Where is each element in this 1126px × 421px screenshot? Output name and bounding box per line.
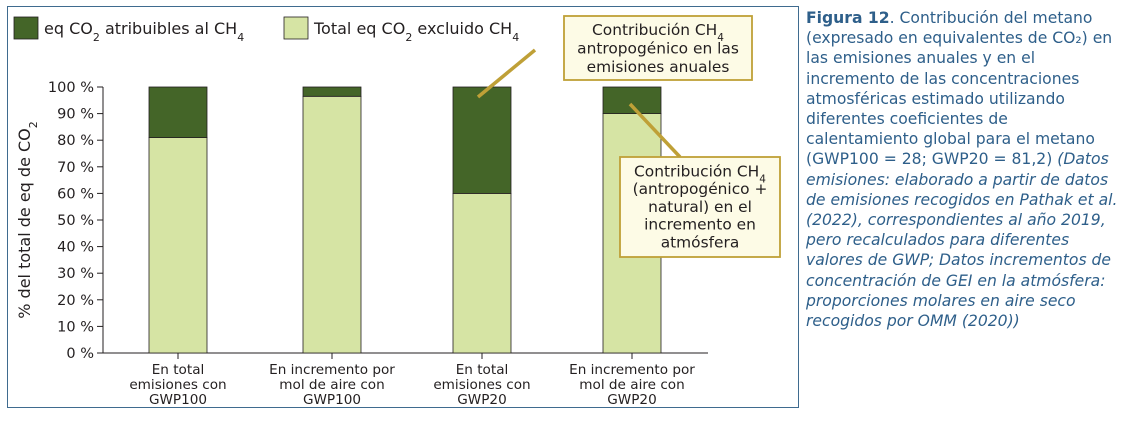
caption-label: Figura 12 — [806, 9, 890, 27]
legend-entry: Total eq CO2 excluido CH4 — [313, 19, 519, 44]
bar-segment-ch4 — [148, 86, 208, 138]
bar-segment-ch4 — [452, 86, 512, 194]
bar-segment-excluido — [452, 192, 512, 354]
x-category-label: En incremento por — [269, 362, 395, 378]
y-axis-label: % del total de eq de CO2 — [15, 121, 40, 319]
x-category-label: mol de aire con — [279, 377, 384, 393]
callout-text: natural) en el — [648, 198, 752, 216]
bar-segment-excluido — [302, 95, 362, 354]
bar-segment-ch4 — [302, 86, 362, 97]
y-tick-label: 10 % — [57, 319, 94, 335]
x-category-label: GWP100 — [149, 392, 207, 407]
callout-leader-line — [628, 102, 682, 159]
y-tick-label: 100 % — [48, 80, 94, 96]
callout-box — [563, 15, 753, 81]
callout-text: antropogénico en las — [577, 39, 739, 57]
y-tick-label: 50 % — [57, 213, 94, 229]
x-category-label: En incremento por — [569, 362, 695, 378]
x-category-label: mol de aire con — [579, 377, 684, 393]
y-tick-label: 60 % — [57, 186, 94, 202]
x-category-label: emisiones con — [129, 377, 226, 393]
legend-swatch — [283, 16, 309, 40]
figure-caption: Figura 12. Contribución del metano (expr… — [806, 8, 1120, 331]
callout-text: atmósfera — [661, 234, 740, 252]
x-category-label: emisiones con — [433, 377, 530, 393]
y-tick-label: 70 % — [57, 160, 94, 176]
y-tick-label: 30 % — [57, 266, 94, 282]
callout-text: (antropogénico + — [633, 180, 768, 198]
callout-text: Contribución CH4 — [634, 162, 766, 185]
y-tick-label: 90 % — [57, 107, 94, 123]
y-tick-label: 0 % — [66, 346, 94, 362]
y-tick-label: 20 % — [57, 293, 94, 309]
x-category-label: GWP100 — [303, 392, 361, 407]
legend-swatch — [13, 16, 39, 40]
chart-frame: 0 % 10 % 20 % 30 % 40 % 50 % 60 % 70 % 80 % 90 % 1… — [7, 6, 799, 408]
stacked-bar-chart: 0 % 10 % 20 % 30 % 40 % 50 % 60 % 70 % 80 % 90 % 1… — [13, 15, 781, 407]
legend-entry: eq CO2 atribuibles al CH4 — [44, 19, 244, 44]
bar-segment-excluido — [148, 137, 208, 354]
callout-leader-line — [476, 48, 537, 99]
y-tick-label: 40 % — [57, 240, 94, 256]
x-category-label: GWP20 — [607, 392, 656, 407]
caption-source: (Datos emisiones: elaborado a partir de … — [806, 150, 1118, 331]
x-category-label: En total — [456, 362, 509, 378]
callout-text: Contribución CH4 — [592, 21, 724, 44]
x-category-label: En total — [152, 362, 205, 378]
callout-box — [619, 156, 781, 258]
x-category-label: GWP20 — [457, 392, 506, 407]
callout-text: incremento en — [644, 216, 756, 234]
caption-text: . Contribución del metano (expresado en … — [806, 9, 1113, 169]
bar-segment-ch4 — [602, 86, 662, 115]
y-tick-label: 80 % — [57, 133, 94, 149]
callout-text: emisiones anuales — [587, 58, 730, 76]
